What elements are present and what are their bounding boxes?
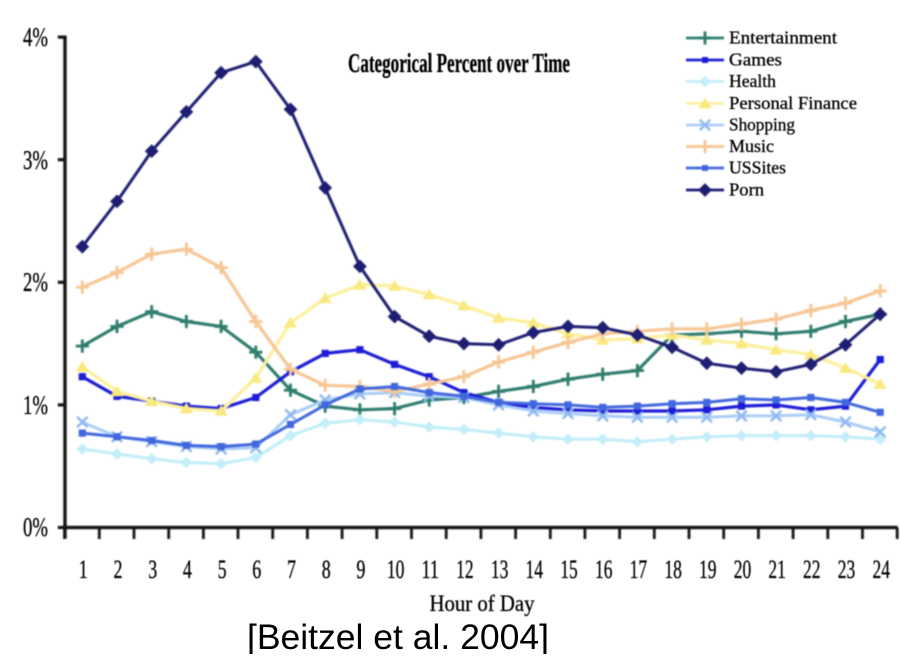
svg-text:19: 19 xyxy=(699,554,717,584)
svg-text:13: 13 xyxy=(491,554,509,584)
svg-text:1%: 1% xyxy=(23,390,48,420)
svg-text:11: 11 xyxy=(421,554,439,584)
svg-text:Shopping: Shopping xyxy=(729,115,795,135)
svg-text:[Beitzel et al. 2004]: [Beitzel et al. 2004] xyxy=(247,617,549,654)
svg-text:17: 17 xyxy=(630,554,648,584)
svg-text:3: 3 xyxy=(148,554,157,584)
svg-text:Games: Games xyxy=(729,50,782,70)
svg-text:3%: 3% xyxy=(23,145,48,175)
svg-text:16: 16 xyxy=(595,554,613,584)
svg-text:Entertainment: Entertainment xyxy=(729,28,837,48)
svg-text:USSites: USSites xyxy=(729,158,786,178)
svg-text:12: 12 xyxy=(456,554,474,584)
svg-text:0%: 0% xyxy=(23,512,48,542)
svg-text:4: 4 xyxy=(183,554,192,584)
svg-text:9: 9 xyxy=(356,554,365,584)
svg-text:Personal Finance: Personal Finance xyxy=(729,93,857,113)
svg-text:22: 22 xyxy=(803,554,821,584)
svg-text:15: 15 xyxy=(560,554,578,584)
svg-text:20: 20 xyxy=(734,554,752,584)
svg-text:Categorical Percent over Time: Categorical Percent over Time xyxy=(348,48,570,78)
svg-text:2%: 2% xyxy=(23,267,48,297)
svg-text:24: 24 xyxy=(872,554,890,584)
svg-text:5: 5 xyxy=(218,554,227,584)
svg-text:1: 1 xyxy=(79,554,88,584)
svg-text:4%: 4% xyxy=(23,22,48,52)
svg-text:21: 21 xyxy=(768,554,786,584)
svg-text:Health: Health xyxy=(729,71,776,91)
svg-text:Hour of Day: Hour of Day xyxy=(430,591,535,617)
svg-text:23: 23 xyxy=(838,554,856,584)
svg-text:18: 18 xyxy=(664,554,682,584)
svg-text:8: 8 xyxy=(322,554,331,584)
svg-text:Music: Music xyxy=(729,136,774,156)
svg-text:7: 7 xyxy=(287,554,296,584)
svg-text:2: 2 xyxy=(114,554,123,584)
svg-text:Porn: Porn xyxy=(729,180,764,200)
svg-text:6: 6 xyxy=(252,554,261,584)
svg-text:10: 10 xyxy=(387,554,405,584)
svg-text:14: 14 xyxy=(526,554,544,584)
